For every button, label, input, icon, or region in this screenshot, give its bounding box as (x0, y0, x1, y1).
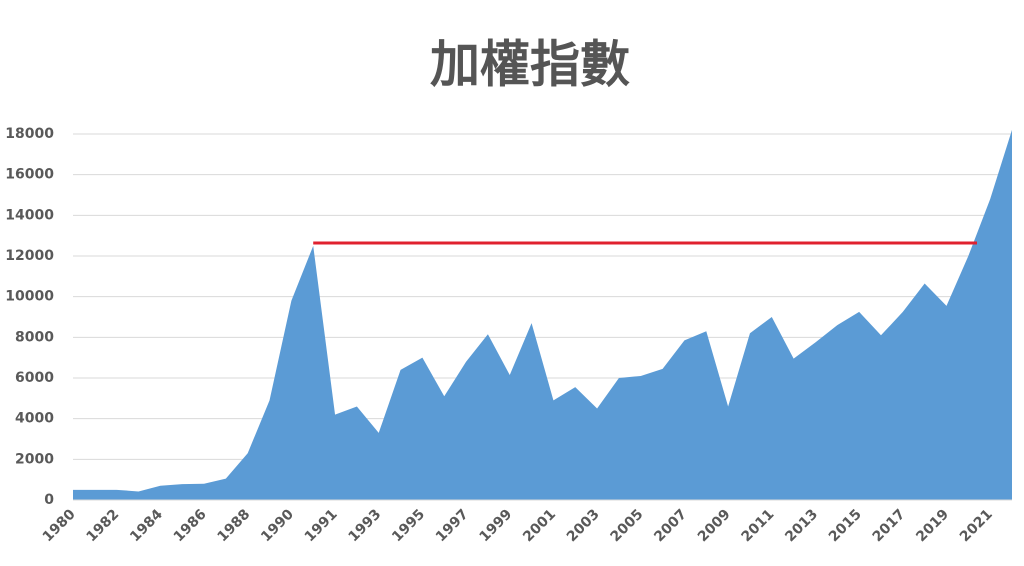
x-tick-label: 2005 (608, 506, 647, 545)
y-tick-label: 18000 (5, 126, 54, 142)
x-tick-label: 2017 (870, 506, 909, 545)
x-tick-label: 2019 (913, 506, 952, 545)
x-tick-label: 1990 (258, 506, 297, 545)
y-tick-label: 8000 (15, 329, 54, 345)
area (73, 129, 1012, 500)
x-tick-label: 1995 (389, 506, 428, 545)
x-tick-label: 1982 (83, 506, 122, 545)
x-tick-label: 2007 (651, 506, 690, 545)
y-tick-label: 2000 (15, 451, 54, 467)
x-tick-label: 2001 (520, 506, 559, 545)
x-tick-label: 1993 (346, 506, 385, 545)
y-tick-label: 14000 (5, 207, 54, 223)
y-tick-label: 10000 (5, 289, 54, 305)
x-tick-label: 1999 (477, 506, 516, 545)
chart-title: 加權指數 (430, 36, 630, 94)
x-tick-label: 2003 (564, 506, 603, 545)
x-tick-label: 2021 (957, 506, 996, 545)
y-tick-label: 6000 (15, 370, 54, 386)
x-tick-label: 2011 (739, 506, 778, 545)
x-tick-label: 1988 (214, 506, 253, 545)
y-tick-label: 12000 (5, 248, 54, 264)
x-tick-label: 1991 (302, 506, 341, 545)
x-tick-label: 2015 (826, 506, 865, 545)
x-tick-label: 2013 (782, 506, 821, 545)
x-tick-label: 1986 (171, 506, 210, 545)
y-tick-label: 0 (44, 492, 54, 508)
x-tick-label: 1997 (433, 506, 472, 545)
y-tick-label: 16000 (5, 167, 54, 183)
y-tick-label: 4000 (15, 411, 54, 427)
x-tick-label: 2009 (695, 506, 734, 545)
x-tick-label: 1984 (127, 506, 166, 545)
x-tick-label: 1980 (40, 506, 79, 545)
